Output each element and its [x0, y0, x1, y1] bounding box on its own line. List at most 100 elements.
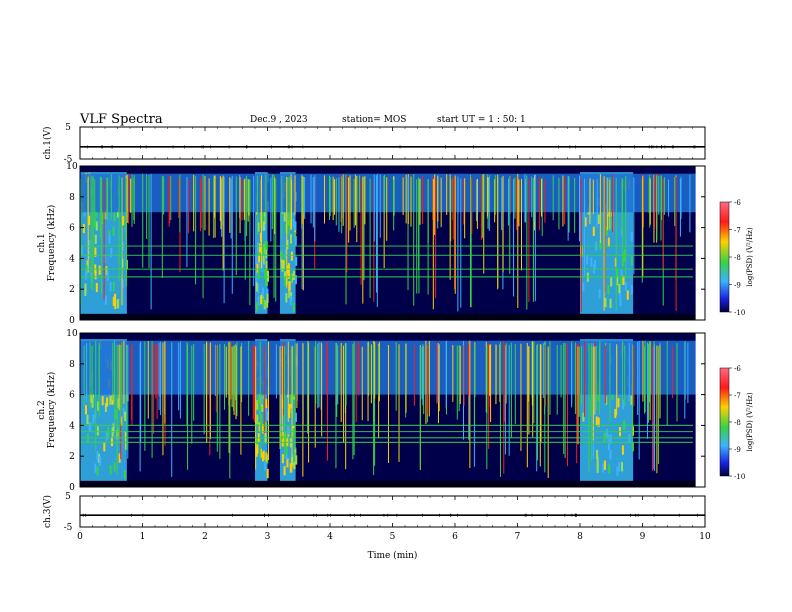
broadband-speckle	[285, 293, 288, 303]
broadband-speckle	[626, 290, 629, 300]
colorbar-tick-label: -6	[734, 365, 741, 373]
y-tick-label: 2	[69, 285, 75, 295]
broadband-speckle	[262, 255, 265, 265]
broadband-speckle	[113, 212, 116, 222]
broadband-speckle	[609, 450, 612, 460]
broadband-speckle	[620, 269, 623, 279]
y-tick-label: 0	[69, 316, 75, 326]
broadband-speckle	[86, 414, 89, 425]
y-axis-label: Frequency (kHz)	[46, 205, 57, 282]
y-tick-label: 2	[69, 452, 75, 462]
y-tick-label: 6	[69, 391, 75, 401]
broadband-speckle	[605, 429, 608, 439]
broadband-speckle	[602, 463, 605, 473]
y-tick-label: 4	[69, 254, 75, 264]
broadband-speckle	[260, 395, 263, 405]
broadband-speckle	[294, 221, 297, 231]
broadband-speckle	[265, 405, 268, 415]
broadband-speckle	[96, 451, 99, 461]
broadband-speckle	[292, 270, 295, 281]
broadband-speckle	[582, 282, 585, 292]
broadband-speckle	[113, 462, 116, 472]
broadband-speckle	[258, 253, 261, 263]
x-tick-label: 6	[452, 532, 458, 542]
broadband-speckle	[110, 436, 113, 447]
x-tick-label: 4	[327, 532, 333, 542]
broadband-speckle	[263, 300, 266, 310]
broadband-speckle	[262, 297, 265, 308]
broadband-speckle	[112, 423, 115, 433]
broadband-speckle	[96, 466, 99, 476]
broadband-speckle	[95, 208, 98, 218]
broadband-speckle	[266, 293, 269, 303]
broadband-speckle	[112, 296, 115, 306]
broadband-speckle	[283, 212, 286, 222]
broadband-speckle	[255, 255, 258, 265]
broadband-speckle	[114, 409, 117, 420]
broadband-speckle	[290, 463, 293, 473]
broadband-speckle	[293, 452, 296, 462]
y-axis-label: ch.3(V)	[42, 495, 53, 528]
panel-frame	[79, 126, 706, 160]
broadband-speckle	[621, 445, 624, 455]
broadband-speckle	[598, 289, 601, 299]
broadband-speckle	[265, 398, 268, 408]
broadband-speckle	[261, 262, 264, 273]
broadband-speckle	[103, 442, 106, 452]
y-tick-label: 6	[69, 224, 75, 234]
broadband-speckle	[281, 454, 284, 464]
date-label: Dec.9 , 2023	[250, 115, 308, 125]
broadband-speckle	[294, 447, 297, 457]
broadband-speckle	[603, 460, 606, 470]
broadband-speckle	[617, 398, 620, 408]
broadband-speckle	[121, 279, 124, 289]
broadband-speckle	[259, 232, 262, 242]
y-tick-label: 5	[65, 123, 71, 133]
broadband-speckle	[94, 463, 97, 473]
broadband-speckle	[120, 416, 123, 426]
broadband-speckle	[106, 271, 109, 281]
broadband-speckle	[258, 261, 261, 272]
broadband-speckle	[290, 394, 293, 404]
broadband-speckle	[265, 268, 268, 278]
broadband-speckle	[597, 417, 600, 427]
broadband-speckle	[255, 282, 258, 292]
broadband-speckle	[622, 400, 625, 410]
broadband-speckle	[630, 232, 633, 242]
colorbar	[719, 367, 730, 477]
broadband-speckle	[262, 287, 265, 297]
broadband-speckle	[95, 221, 98, 231]
broadband-speckle	[618, 283, 621, 294]
broadband-speckle	[109, 465, 112, 475]
broadband-speckle	[93, 218, 96, 229]
broadband-speckle	[123, 470, 126, 480]
broadband-speckle	[255, 302, 258, 312]
broadband-speckle	[604, 297, 607, 308]
broadband-speckle	[108, 234, 111, 245]
broadband-speckle	[264, 461, 267, 471]
broadband-speckle	[256, 400, 259, 410]
broadband-speckle	[608, 464, 611, 474]
broadband-speckle	[288, 403, 291, 414]
broadband-speckle	[91, 398, 94, 408]
station-label: station= MOS	[342, 115, 407, 125]
colorbar-tick-label: -9	[734, 282, 741, 290]
broadband-speckle	[124, 431, 127, 441]
y-axis-label: ch.1(V)	[42, 127, 53, 160]
colorbar-tick-label: -9	[734, 446, 741, 454]
broadband-speckle	[582, 412, 585, 422]
hiss-band	[80, 340, 705, 395]
broadband-speckle	[117, 299, 120, 309]
x-tick-label: 9	[640, 532, 646, 542]
broadband-speckle	[596, 463, 599, 473]
broadband-speckle	[607, 434, 610, 444]
broadband-speckle	[95, 282, 98, 293]
y-tick-label: 10	[66, 162, 78, 172]
broadband-speckle	[631, 441, 634, 452]
spectrogram-image	[80, 166, 705, 320]
broadband-speckle	[630, 285, 633, 295]
broadband-speckle	[622, 275, 625, 286]
broadband-speckle	[110, 247, 113, 258]
broadband-speckle	[594, 259, 597, 270]
